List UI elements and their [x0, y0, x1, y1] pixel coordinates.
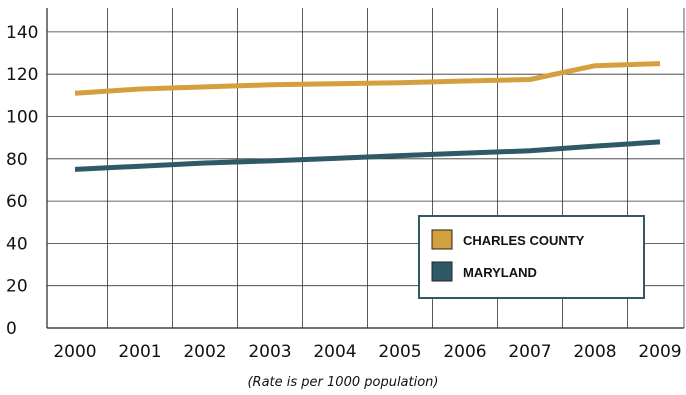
series-lines	[74, 61, 661, 172]
legend-label-charles-county: CHARLES COUNTY	[463, 233, 585, 248]
legend: CHARLES COUNTY MARYLAND	[418, 215, 645, 299]
x-tick-label: 2003	[248, 342, 291, 362]
series-line-charles-county	[74, 61, 661, 96]
legend-label-maryland: MARYLAND	[463, 265, 537, 280]
chart-note: (Rate is per 1000 population)	[247, 375, 438, 390]
y-axis-tick-labels: 0 20 40 60 80 100 120 140	[6, 23, 38, 339]
x-tick-label: 2009	[638, 342, 681, 362]
legend-swatch-charles-county	[431, 229, 453, 250]
series-line-maryland	[74, 139, 661, 172]
x-tick-label: 2006	[443, 342, 486, 362]
x-tick-label: 2007	[508, 342, 551, 362]
x-tick-label: 2002	[183, 342, 226, 362]
x-tick-label: 2000	[53, 342, 96, 362]
legend-swatch-maryland	[431, 261, 453, 282]
x-tick-label: 2001	[118, 342, 161, 362]
y-tick-label: 40	[6, 234, 28, 254]
y-tick-label: 140	[6, 23, 38, 43]
x-axis-tick-labels: 2000 2001 2002 2003 2004 2005 2006 2007 2008 2009	[53, 342, 681, 362]
x-tick-label: 2005	[378, 342, 421, 362]
legend-box	[418, 215, 645, 299]
y-tick-label: 100	[6, 108, 38, 128]
y-tick-label: 60	[6, 192, 28, 212]
y-tick-label: 80	[6, 150, 28, 170]
y-tick-label: 20	[6, 277, 28, 297]
y-tick-label: 120	[6, 65, 38, 85]
x-tick-label: 2004	[313, 342, 356, 362]
y-tick-label: 0	[6, 319, 17, 339]
x-tick-label: 2008	[573, 342, 616, 362]
